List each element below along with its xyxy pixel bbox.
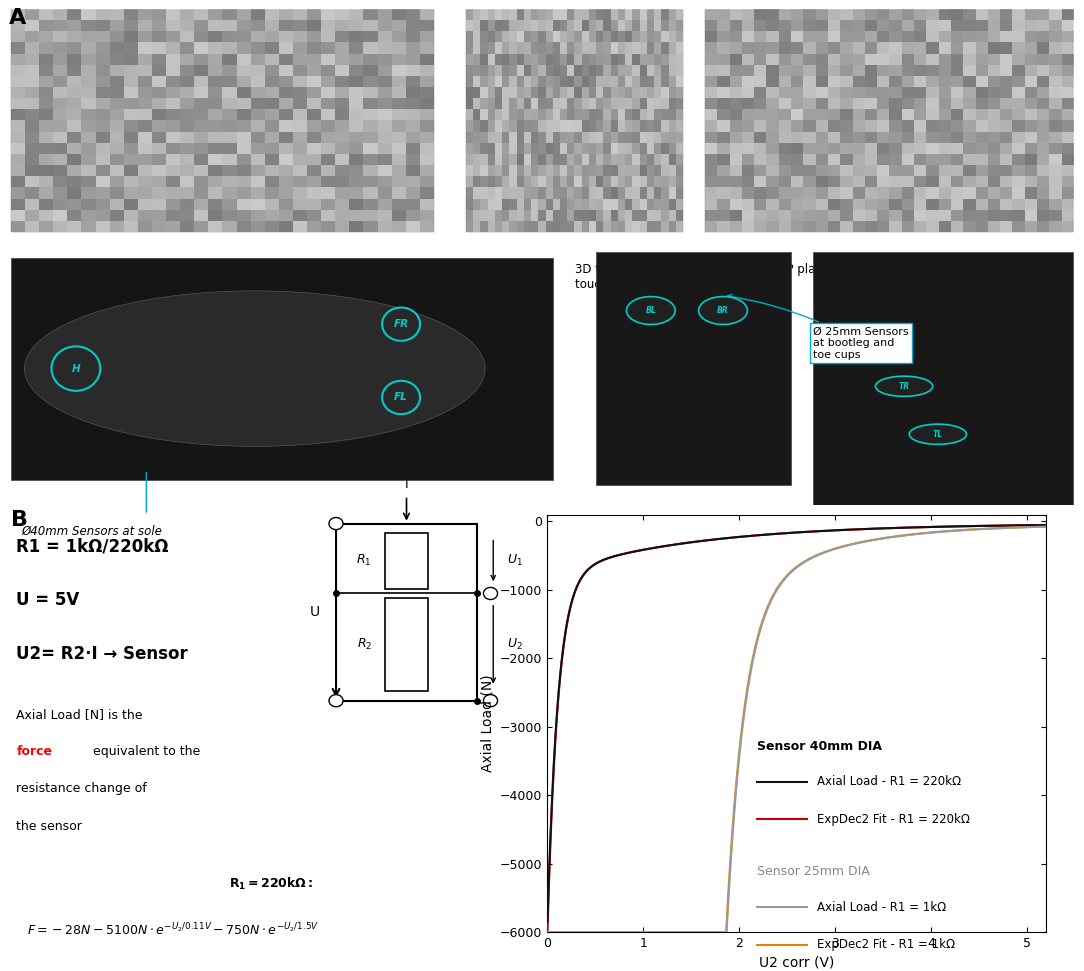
Y-axis label: Axial Load (N): Axial Load (N) [480,675,494,772]
Text: $F = -28N - 5100N \cdot e^{-U_2/0.11V} - 750N \cdot e^{-U_2/1.5V}$: $F = -28N - 5100N \cdot e^{-U_2/0.11V} -… [27,922,320,939]
Text: $U_1$: $U_1$ [507,553,522,568]
Text: U = 5V: U = 5V [16,591,79,609]
Text: BR: BR [718,306,728,315]
Text: I: I [404,478,409,491]
Text: resistance change of: resistance change of [16,783,147,795]
Text: $U_2$: $U_2$ [507,637,522,653]
Circle shape [483,694,498,707]
Text: Sensor 25mm DIA: Sensor 25mm DIA [757,865,869,879]
X-axis label: U2 corr (V): U2 corr (V) [759,955,835,970]
Text: Ø40mm Sensors at sole: Ø40mm Sensors at sole [22,525,163,538]
Bar [466,10,683,232]
Text: U2= R2·I → Sensor: U2= R2·I → Sensor [16,645,188,663]
Text: A: A [9,8,26,27]
Bar [813,252,1073,505]
Ellipse shape [25,291,486,447]
Text: Prebaked CFRP plates on inner boot: Prebaked CFRP plates on inner boot [705,262,916,276]
Text: Sensor 40mm DIA: Sensor 40mm DIA [757,740,882,753]
Bar [386,533,427,588]
Bar [11,257,553,480]
Text: TR: TR [899,382,909,390]
Bar [386,598,427,691]
Text: H: H [72,363,80,374]
Text: force: force [16,745,52,758]
Circle shape [330,694,343,707]
Ellipse shape [876,376,932,396]
Circle shape [330,518,343,529]
Text: ExpDec2 Fit - R1 = 1kΩ: ExpDec2 Fit - R1 = 1kΩ [816,938,955,952]
Text: FR: FR [393,319,409,329]
Ellipse shape [51,347,100,390]
Text: $R_1$: $R_1$ [357,553,372,568]
Ellipse shape [627,296,675,324]
Text: B: B [11,510,28,529]
Text: 3D formed sensor
touch surfaces: 3D formed sensor touch surfaces [575,262,680,290]
Text: equivalent to the: equivalent to the [89,745,201,758]
Text: Axial Load [N] is the: Axial Load [N] is the [16,708,143,720]
Text: BL: BL [645,306,656,315]
Bar [11,10,434,232]
Circle shape [483,587,498,599]
Text: Ø 25mm Sensors
at bootleg and
toe cups: Ø 25mm Sensors at bootleg and toe cups [727,294,908,360]
Bar [705,10,1073,232]
Text: Axial Load - R1 = 220kΩ: Axial Load - R1 = 220kΩ [816,776,960,788]
Text: U: U [309,605,320,619]
Text: R1 = 1kΩ/220kΩ: R1 = 1kΩ/220kΩ [16,538,169,555]
Ellipse shape [382,308,421,341]
Text: the sensor: the sensor [16,820,82,832]
Text: CFRP inlet form fitting on the boot last inlay: CFRP inlet form fitting on the boot last… [217,262,477,276]
Text: FL: FL [395,392,408,402]
Text: ExpDec2 Fit - R1 = 220kΩ: ExpDec2 Fit - R1 = 220kΩ [816,813,970,826]
Text: $R_2$: $R_2$ [357,637,372,653]
Text: Axial Load - R1 = 1kΩ: Axial Load - R1 = 1kΩ [816,901,946,914]
Ellipse shape [382,381,421,415]
Text: TL: TL [933,430,943,439]
Ellipse shape [909,424,967,445]
Ellipse shape [698,296,748,324]
Text: $\mathbf{R_1 = 220k\Omega:}$: $\mathbf{R_1 = 220k\Omega:}$ [229,876,313,891]
Bar [596,252,791,485]
